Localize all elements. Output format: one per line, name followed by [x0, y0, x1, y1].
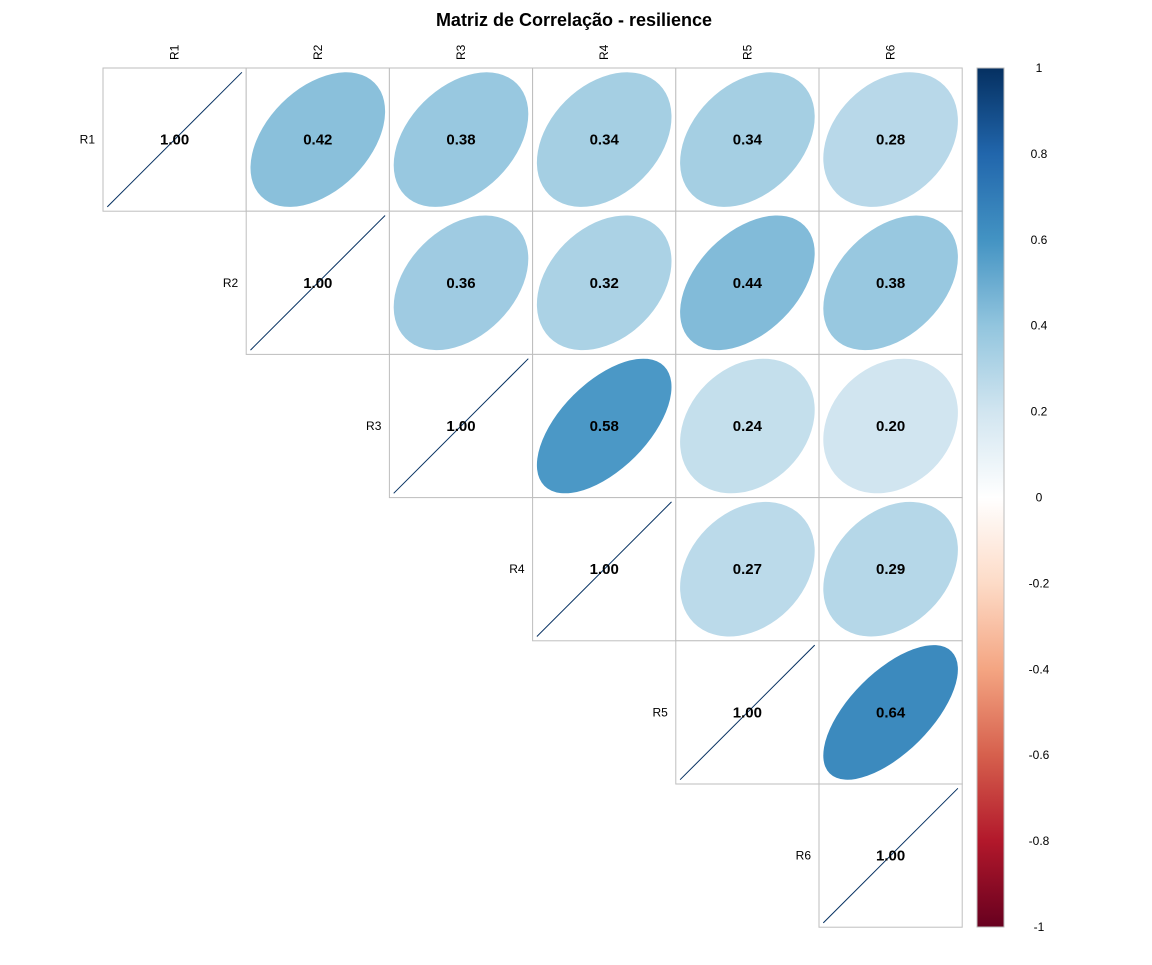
correlation-ellipse	[536, 215, 672, 351]
cell-value-label: 0.42	[303, 132, 332, 149]
correlation-line	[106, 71, 243, 208]
correlation-ellipse	[393, 72, 529, 207]
cell-r3-r5: 0.24	[675, 353, 820, 499]
cell-value-label: 0.36	[446, 275, 475, 292]
column-label-r4: R4	[597, 44, 611, 60]
cell-value-label: 1.00	[733, 704, 762, 721]
correlation-line	[536, 501, 672, 637]
colorbar-tick-label: 1	[1036, 61, 1043, 75]
cell-value-label: 0.64	[876, 704, 906, 721]
cell-value-label: 0.28	[876, 132, 905, 149]
cell-value-label: 1.00	[876, 848, 905, 865]
correlation-ellipse	[823, 645, 958, 780]
cell-value-label: 1.00	[160, 132, 189, 149]
colorbar-tick-label: -0.6	[1029, 748, 1050, 762]
column-label-r6: R6	[884, 44, 898, 60]
correlation-ellipse	[393, 215, 529, 351]
cell-r4-r5: 0.27	[675, 497, 820, 642]
cell-r6-r6: 1.00	[818, 783, 963, 928]
cell-value-label: 1.00	[446, 418, 475, 435]
cell-r1-r4: 0.34	[532, 67, 677, 212]
correlation-ellipse	[536, 72, 672, 207]
cell-value-label: 0.20	[876, 418, 905, 435]
cell-r2-r4: 0.32	[532, 210, 677, 355]
cell-value-label: 0.24	[733, 418, 763, 435]
cell-value-label: 1.00	[303, 275, 332, 292]
cell-value-label: 0.34	[590, 132, 620, 149]
correlation-ellipse	[680, 358, 815, 494]
colorbar-gradient	[976, 67, 1005, 928]
row-label-r5: R5	[652, 705, 668, 719]
matrix-cells: 1.00 0.42 0.38 0.34 0.34 0.28 1.00 0.36 0.32 0.44…	[102, 67, 963, 928]
chart-title: Matriz de Correlação - resilience	[436, 10, 712, 30]
row-label-r3: R3	[366, 419, 382, 433]
column-label-r2: R2	[311, 44, 325, 60]
cell-r1-r3: 0.38	[388, 67, 534, 212]
column-label-r1: R1	[168, 44, 182, 60]
correlation-ellipse	[680, 72, 815, 207]
row-label-r2: R2	[223, 276, 239, 290]
cell-r1-r5: 0.34	[675, 67, 820, 212]
colorbar-tick-label: 0.4	[1031, 319, 1048, 333]
cell-value-label: 0.44	[733, 275, 763, 292]
cell-value-label: 0.34	[733, 132, 763, 149]
cell-value-label: 0.29	[876, 561, 905, 578]
cell-r4-r4: 1.00	[532, 497, 677, 642]
cell-r1-r2: 0.42	[245, 67, 390, 212]
correlation-ellipse	[823, 358, 958, 494]
cell-r2-r6: 0.38	[818, 210, 963, 355]
correlation-line	[250, 215, 386, 351]
colorbar-tick-label: 0.6	[1031, 233, 1048, 247]
colorbar-tick-label: -0.4	[1029, 662, 1050, 676]
correlation-line	[393, 358, 529, 494]
cell-r2-r3: 0.36	[388, 210, 534, 355]
correlation-ellipse	[250, 72, 386, 207]
cell-r4-r6: 0.29	[818, 497, 963, 642]
colorbar-tick-label: 0.2	[1031, 405, 1048, 419]
correlation-ellipse	[823, 501, 958, 637]
row-label-r4: R4	[509, 562, 525, 576]
correlation-ellipse	[680, 215, 815, 351]
colorbar-tick-label: -0.8	[1029, 834, 1050, 848]
cell-r1-r1: 1.00	[102, 67, 247, 212]
colorbar-tick-label: -0.2	[1029, 576, 1050, 590]
cell-r2-r2: 1.00	[245, 210, 390, 355]
correlation-ellipse	[680, 501, 815, 637]
colorbar-tick-label: 0	[1036, 491, 1043, 505]
cell-value-label: 0.38	[446, 132, 475, 149]
cell-r5-r5: 1.00	[675, 640, 820, 785]
colorbar-legend: 1 0.8 0.6 0.4 0.2 0 -0.2 -0.4 -0.6 -0.8 -1	[976, 61, 1050, 934]
column-label-r3: R3	[454, 44, 468, 60]
cell-value-label: 0.32	[590, 275, 619, 292]
correlation-line	[822, 787, 959, 924]
cell-value-label: 0.58	[590, 418, 619, 435]
correlation-line	[679, 644, 816, 781]
correlation-ellipse	[823, 215, 958, 351]
cell-value-label: 1.00	[590, 561, 619, 578]
correlation-ellipse	[823, 72, 958, 207]
row-label-r1: R1	[80, 133, 96, 147]
cell-r3-r4: 0.58	[532, 353, 677, 499]
cell-value-label: 0.27	[733, 561, 762, 578]
row-labels: R1 R2 R3 R4 R5 R6	[80, 133, 812, 863]
row-label-r6: R6	[796, 849, 812, 863]
colorbar-tick-label: 0.8	[1031, 147, 1048, 161]
correlation-ellipse	[536, 358, 672, 494]
cell-r3-r6: 0.20	[818, 353, 963, 499]
column-label-r5: R5	[740, 44, 754, 60]
cell-r2-r5: 0.44	[675, 210, 820, 355]
cell-r5-r6: 0.64	[818, 640, 963, 785]
column-labels: R1 R2 R3 R4 R5 R6	[168, 44, 898, 60]
cell-value-label: 0.38	[876, 275, 905, 292]
cell-r3-r3: 1.00	[388, 353, 534, 499]
cell-r1-r6: 0.28	[818, 67, 963, 212]
colorbar-tick-label: -1	[1034, 920, 1045, 934]
